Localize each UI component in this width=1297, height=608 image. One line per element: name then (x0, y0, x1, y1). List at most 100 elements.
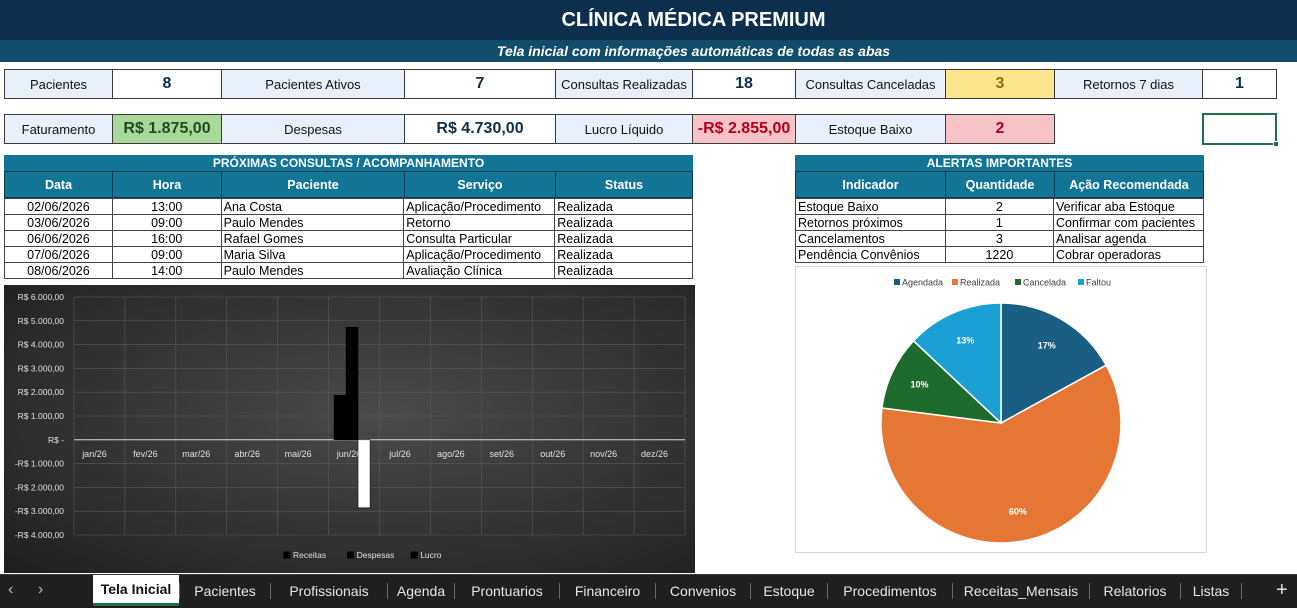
kpi-consultas-canceladas-value[interactable]: 3 (945, 69, 1055, 99)
sheet-tab-listas[interactable]: Listas (1192, 582, 1230, 599)
pie-legend-swatch (952, 279, 958, 285)
alertas-col-indicador[interactable]: Indicador (795, 171, 946, 198)
kpi-estoque-baixo-label[interactable]: Estoque Baixo (795, 114, 946, 144)
financial-bar-chart[interactable]: R$ 6.000,00 R$ 5.000,00 R$ 4.000,00 R$ 3.00… (4, 285, 695, 573)
kpi-estoque-baixo-value[interactable]: 2 (945, 114, 1055, 144)
alertas-cell[interactable]: 2 (944, 198, 1055, 215)
consultas-cell[interactable]: 06/06/2026 (4, 230, 113, 247)
consultas-cell[interactable]: Realizada (554, 198, 693, 215)
bar-x-tick-label: nov/26 (590, 449, 617, 459)
sheet-tab-estoque[interactable]: Estoque (763, 582, 815, 599)
consultas-cell[interactable]: 07/06/2026 (4, 246, 113, 263)
consultas-cell[interactable]: 09:00 (111, 246, 222, 263)
consultas-col-data[interactable]: Data (4, 171, 113, 198)
consultas-cell[interactable]: Retorno (403, 214, 556, 231)
kpi-pacientes-ativos-value[interactable]: 7 (404, 69, 556, 99)
kpi-retornos-label[interactable]: Retornos 7 dias (1054, 69, 1203, 99)
kpi-consultas-realizadas-value[interactable]: 18 (692, 69, 796, 99)
consultas-cell[interactable]: Paulo Mendes (220, 214, 405, 231)
bar-y-tick-label: R$ 6.000,00 (18, 292, 65, 302)
kpi-lucro-value[interactable]: -R$ 2.855,00 (692, 114, 796, 144)
alertas-cell[interactable]: Analisar agenda (1053, 230, 1204, 247)
sheet-tab-pacientes[interactable]: Pacientes (194, 582, 256, 599)
pie-data-label: 10% (911, 380, 929, 390)
kpi-consultas-realizadas-label[interactable]: Consultas Realizadas (555, 69, 693, 99)
pie-data-label: 60% (1009, 506, 1027, 516)
bar-x-tick-label: dez/26 (641, 449, 668, 459)
consultas-cell[interactable]: 08/06/2026 (4, 262, 113, 279)
kpi-lucro-label[interactable]: Lucro Líquido (555, 114, 693, 144)
fill-handle[interactable] (1273, 141, 1279, 147)
consultas-row: 03/06/2026 09:00 Paulo Mendes Retorno Realiz… (4, 214, 693, 231)
bar-y-tick-label: R$ 1.000,00 (18, 411, 65, 421)
sheet-tab-tela-inicial[interactable]: Tela Inicial (93, 575, 179, 606)
consultas-cell[interactable]: Ana Costa (220, 198, 405, 215)
kpi-retornos-value[interactable]: 1 (1202, 69, 1277, 99)
consultas-cell[interactable]: Aplicação/Procedimento (403, 246, 556, 263)
dashboard-subtitle-bar: Tela inicial com informações automáticas… (0, 40, 1297, 62)
consultas-col-paciente[interactable]: Paciente (221, 171, 405, 198)
consultas-cell[interactable]: Realizada (554, 246, 693, 263)
kpi-faturamento-value[interactable]: R$ 1.875,00 (112, 114, 222, 144)
sheet-tab-profissionais[interactable]: Profissionais (289, 582, 369, 599)
consultas-cell[interactable]: 14:00 (111, 262, 222, 279)
consultas-cell[interactable]: Maria Silva (220, 246, 405, 263)
alertas-cell[interactable]: Pendência Convênios (795, 246, 946, 263)
consultas-cell[interactable]: 16:00 (111, 230, 222, 247)
consultas-cell[interactable]: 03/06/2026 (4, 214, 113, 231)
consultas-cell[interactable]: 02/06/2026 (4, 198, 113, 215)
kpi-consultas-canceladas-label[interactable]: Consultas Canceladas (795, 69, 946, 99)
sheet-tab-relatorios[interactable]: Relatorios (1103, 582, 1167, 599)
consultas-cell[interactable]: 09:00 (111, 214, 222, 231)
bar-y-tick-label: R$ - (48, 435, 64, 445)
kpi-pacientes-label[interactable]: Pacientes (4, 69, 113, 99)
alertas-cell[interactable]: Cobrar operadoras (1053, 246, 1204, 263)
alertas-cell[interactable]: Confirmar com pacientes (1053, 214, 1204, 231)
consultas-cell[interactable]: 13:00 (111, 198, 222, 215)
consultas-col-servico[interactable]: Serviço (404, 171, 556, 198)
legend-label-lucro: Lucro (420, 550, 442, 560)
kpi-pacientes-ativos-label[interactable]: Pacientes Ativos (221, 69, 405, 99)
pie-slice-realizada (880, 364, 1122, 544)
add-sheet-icon[interactable]: + (1276, 579, 1288, 601)
alertas-row: Cancelamentos 3 Analisar agenda (795, 230, 1204, 247)
tab-next-arrow[interactable]: › (38, 581, 44, 598)
alertas-cell[interactable]: Estoque Baixo (795, 198, 946, 215)
alertas-cell[interactable]: Cancelamentos (795, 230, 946, 247)
sheet-tab-receitas-mensais[interactable]: Receitas_Mensais (963, 582, 1079, 599)
sheet-tab-procedimentos[interactable]: Procedimentos (843, 582, 937, 599)
consultas-cell[interactable]: Realizada (554, 230, 693, 247)
sheet-tab-financeiro[interactable]: Financeiro (574, 582, 641, 599)
tab-separator (827, 583, 828, 599)
consultas-cell[interactable]: Realizada (554, 214, 693, 231)
alertas-cell[interactable]: 3 (944, 230, 1055, 247)
kpi-despesas-value[interactable]: R$ 4.730,00 (404, 114, 556, 144)
kpi-pacientes-value[interactable]: 8 (112, 69, 222, 99)
alertas-cell[interactable]: 1220 (944, 246, 1055, 263)
consultas-col-hora[interactable]: Hora (112, 171, 222, 198)
sheet-tab-agenda[interactable]: Agenda (396, 582, 446, 599)
bar-x-tick-label: jul/26 (388, 449, 411, 459)
tab-prev-arrow[interactable]: ‹ (8, 581, 14, 598)
consultas-cell[interactable]: Paulo Mendes (220, 262, 405, 279)
kpi-despesas-label[interactable]: Despesas (221, 114, 405, 144)
alertas-cell[interactable]: 1 (944, 214, 1055, 231)
sheet-tab-convenios[interactable]: Convenios (669, 582, 737, 599)
alertas-cell[interactable]: Retornos próximos (795, 214, 946, 231)
bar-y-tick-label: R$ 5.000,00 (18, 316, 65, 326)
alertas-col-quantidade[interactable]: Quantidade (945, 171, 1055, 198)
consultas-cell[interactable]: Aplicação/Procedimento (403, 198, 556, 215)
alertas-col-acao[interactable]: Ação Recomendada (1054, 171, 1204, 198)
consultas-col-status[interactable]: Status (555, 171, 693, 198)
consultas-cell[interactable]: Rafael Gomes (220, 230, 405, 247)
consultas-cell[interactable]: Realizada (554, 262, 693, 279)
consultas-cell[interactable]: Consulta Particular (403, 230, 556, 247)
consultas-pie-chart[interactable]: Agendada Realizada Cancelada Faltou 17% 60% 10… (795, 266, 1207, 553)
sheet-tab-prontuarios[interactable]: Prontuarios (471, 582, 543, 599)
consultas-cell[interactable]: Avaliação Clínica (403, 262, 556, 279)
alertas-cell[interactable]: Verificar aba Estoque (1053, 198, 1204, 215)
kpi-faturamento-label[interactable]: Faturamento (4, 114, 113, 144)
bar-x-tick-label: out/26 (540, 449, 565, 459)
selected-cell[interactable] (1202, 113, 1279, 147)
pie-legend-label: Realizada (960, 278, 1000, 288)
